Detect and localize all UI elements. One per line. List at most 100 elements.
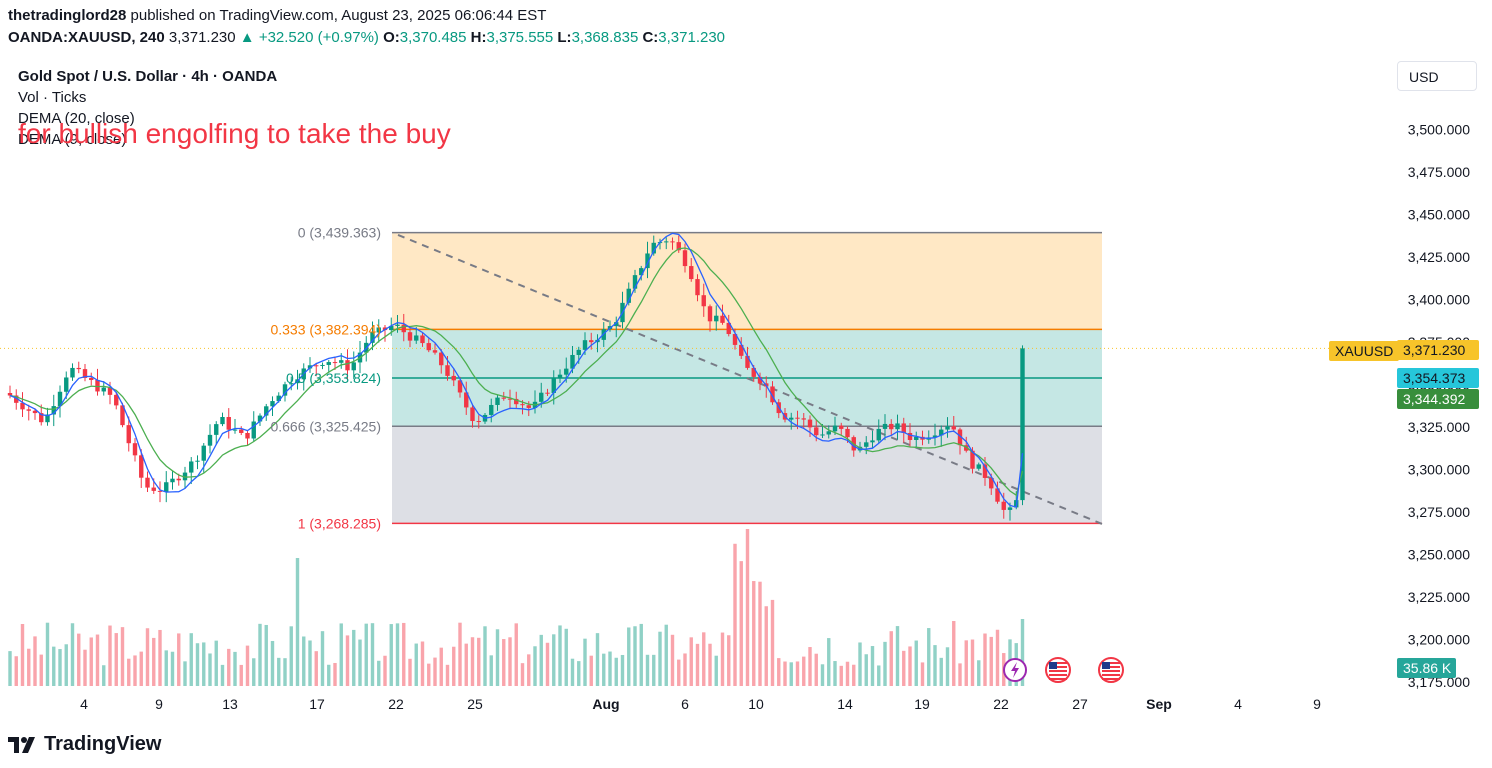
- volume-bar: [995, 629, 1000, 686]
- volume-bar: [520, 663, 525, 686]
- time-tick-label: 4: [1234, 696, 1242, 712]
- candle-body: [376, 327, 381, 333]
- volume-bar: [45, 622, 50, 686]
- time-tick-label: 10: [748, 696, 764, 712]
- legend-dema20[interactable]: DEMA (20, close): [18, 110, 135, 127]
- candle-body: [207, 434, 213, 446]
- candle-body: [476, 421, 481, 423]
- us-flag-icon: [1098, 657, 1124, 683]
- volume-bar: [683, 653, 687, 686]
- volume-bar: [477, 637, 481, 686]
- symbol-name: OANDA:XAUUSD, 240: [8, 29, 165, 46]
- indicator-legend: Gold Spot / U.S. Dollar · 4h · OANDA Vol…: [18, 66, 277, 150]
- candle-body: [989, 477, 994, 489]
- author-name[interactable]: thetradinglord28: [8, 7, 127, 24]
- candle-body: [545, 392, 550, 394]
- volume-bar: [427, 663, 431, 686]
- volume-bar: [608, 651, 612, 686]
- candle-body: [539, 392, 544, 402]
- volume-bar: [420, 641, 425, 686]
- volume-bar: [164, 650, 168, 686]
- candle-body: [326, 362, 331, 365]
- volume-bar: [877, 665, 881, 686]
- price-axis[interactable]: 3,500.000 3,475.000 3,450.000 3,425.000 3,40…: [1408, 122, 1470, 691]
- volume-bar: [764, 606, 768, 686]
- candle-body: [320, 364, 325, 366]
- candle-body: [645, 253, 650, 269]
- volume-bar: [264, 624, 268, 686]
- legend-volume[interactable]: Vol · Ticks: [18, 89, 87, 106]
- dema9-line: [9, 232, 1024, 508]
- volume-bar: [383, 655, 387, 686]
- brand-name: TradingView: [44, 733, 162, 755]
- price-tick-label: 3,300.000: [1408, 462, 1470, 478]
- price-tick-label: 3,450.000: [1408, 207, 1470, 223]
- candle-body: [7, 393, 13, 396]
- volume-bar: [564, 628, 568, 686]
- price-tick-label: 3,475.000: [1408, 164, 1470, 180]
- candle-body: [282, 384, 288, 396]
- volume-bar: [720, 632, 725, 686]
- candle-body: [976, 464, 981, 469]
- candle-body: [389, 325, 394, 331]
- candle-body: [220, 417, 225, 425]
- volume-bar: [883, 641, 887, 686]
- volume-bar: [508, 637, 512, 686]
- candle-body: [257, 415, 263, 422]
- tradingview-logo[interactable]: TradingView: [8, 733, 161, 756]
- event-icons[interactable]: [1003, 657, 1124, 683]
- legend-dema9[interactable]: DEMA (9, close): [18, 131, 127, 148]
- candle-body: [832, 425, 838, 432]
- time-axis[interactable]: 4 9 13 17 22 25 Aug 6 10 14 19 22 27 Sep 4 9: [80, 696, 1321, 712]
- candle-body: [745, 355, 750, 368]
- volume-bar: [645, 654, 650, 686]
- candle-body: [82, 369, 88, 378]
- volume-bar: [495, 629, 500, 686]
- candle-body: [826, 431, 831, 435]
- candle-body: [757, 376, 763, 384]
- volume-bar: [989, 636, 993, 686]
- volume-bar: [695, 643, 700, 686]
- high-label: H:: [470, 29, 487, 46]
- chart-title[interactable]: Gold Spot / U.S. Dollar · 4h · OANDA: [18, 68, 278, 85]
- volume-bar: [414, 643, 418, 686]
- volume-bar: [820, 664, 825, 686]
- volume-bar: [295, 558, 300, 686]
- volume-bar: [864, 654, 868, 686]
- volume-bar: [220, 664, 225, 686]
- volume-bar: [827, 638, 831, 686]
- volume-bar: [670, 634, 675, 686]
- volume-bar: [808, 647, 812, 686]
- volume-bar: [352, 629, 356, 686]
- open-label: O:: [383, 29, 400, 46]
- candle-body: [95, 380, 100, 392]
- candle-body: [332, 362, 338, 364]
- volume-bar: [139, 651, 143, 686]
- fib-label-0.5: 0.5 (3,353.824): [286, 370, 381, 386]
- volume-bar: [214, 640, 218, 686]
- candle-body: [226, 417, 231, 430]
- candle-body: [239, 429, 244, 433]
- volume-bar: [464, 643, 468, 686]
- volume-bar: [552, 634, 556, 686]
- volume-bar: [745, 529, 750, 686]
- volume-bar: [952, 621, 956, 686]
- fibonacci-retracement[interactable]: [0, 231, 1395, 525]
- volume-bar: [358, 639, 362, 686]
- volume-bar: [570, 658, 575, 686]
- candle-body: [420, 335, 425, 344]
- candle-body: [126, 425, 131, 444]
- candle-body: [107, 387, 113, 395]
- candle-body: [245, 432, 250, 439]
- candle-body: [514, 398, 519, 405]
- candle-body: [339, 360, 344, 363]
- volume-bar: [639, 623, 643, 686]
- volume-bar: [458, 622, 462, 686]
- currency-selector[interactable]: USD: [1397, 61, 1477, 91]
- volume-bar: [577, 661, 581, 686]
- volume-bar: [945, 647, 950, 686]
- time-tick-label: 17: [309, 696, 325, 712]
- volume-bar: [283, 658, 287, 686]
- chart-annotation[interactable]: for bullish engolfing to take the buy: [18, 118, 451, 149]
